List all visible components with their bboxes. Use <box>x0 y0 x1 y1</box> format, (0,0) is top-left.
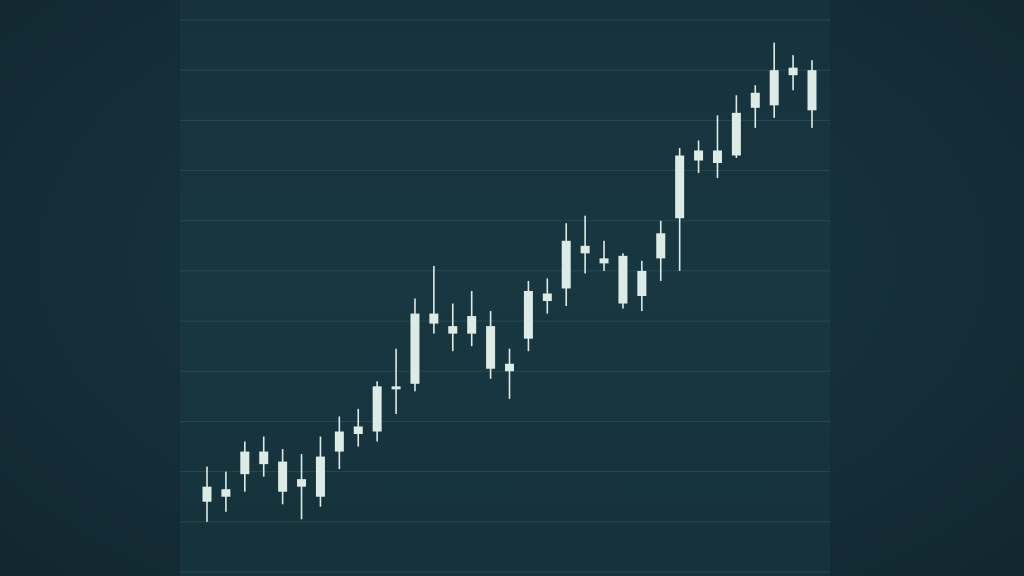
candle-body <box>353 426 363 434</box>
plot-area <box>180 0 830 576</box>
candle-body <box>315 456 325 497</box>
candle-body <box>259 451 269 465</box>
candle-body <box>750 92 760 108</box>
candle-body <box>561 240 571 289</box>
candle-body <box>410 313 420 384</box>
candle-body <box>580 245 590 254</box>
candle-body <box>788 67 798 76</box>
candle-body <box>618 255 628 304</box>
candle-body <box>278 461 288 492</box>
candle <box>656 220 666 281</box>
candle <box>788 55 798 91</box>
candle <box>240 441 250 492</box>
candle <box>712 115 722 179</box>
candle-body <box>202 486 212 502</box>
candle-body <box>731 112 741 156</box>
candle <box>221 471 231 512</box>
candle-body <box>221 489 231 497</box>
candle <box>202 466 212 522</box>
candle-body <box>467 316 477 334</box>
candles <box>202 42 817 522</box>
candle <box>297 454 307 520</box>
candle <box>542 278 552 314</box>
candle-body <box>334 431 344 452</box>
candle <box>637 260 647 312</box>
candle-body <box>769 70 779 106</box>
candle <box>467 290 477 347</box>
candle <box>807 60 817 128</box>
candle <box>429 265 439 334</box>
candle-body <box>391 386 401 390</box>
candle <box>410 298 420 392</box>
candle <box>580 215 590 274</box>
candle <box>523 280 533 352</box>
candle <box>486 311 496 379</box>
candle <box>259 436 269 477</box>
candle-body <box>448 326 458 334</box>
candle-body <box>429 313 439 324</box>
candle-body <box>505 363 514 372</box>
candle <box>599 240 609 271</box>
candle <box>315 436 325 507</box>
candle <box>391 348 401 414</box>
candle-body <box>637 270 647 296</box>
candle <box>372 381 382 442</box>
candle <box>769 42 779 118</box>
candle <box>750 85 760 128</box>
candle-body <box>675 155 685 219</box>
candle <box>505 348 514 399</box>
candle <box>278 449 288 505</box>
candle-body <box>542 293 552 302</box>
candle-body <box>240 451 250 475</box>
grid-lines <box>180 19 830 573</box>
candle <box>334 416 344 470</box>
candle-body <box>523 290 533 339</box>
candle-body <box>486 326 496 369</box>
candle <box>731 95 741 158</box>
candle-body <box>712 150 722 164</box>
candle <box>694 140 704 174</box>
candle <box>561 223 571 307</box>
candle-body <box>656 233 666 259</box>
candle-body <box>599 258 609 264</box>
candle <box>353 408 363 447</box>
candle <box>618 253 628 309</box>
candle <box>448 303 458 352</box>
candle-body <box>372 386 382 432</box>
candle-body <box>807 70 817 111</box>
candle-body <box>297 479 307 487</box>
candle <box>675 147 685 271</box>
candle-body <box>694 150 704 161</box>
